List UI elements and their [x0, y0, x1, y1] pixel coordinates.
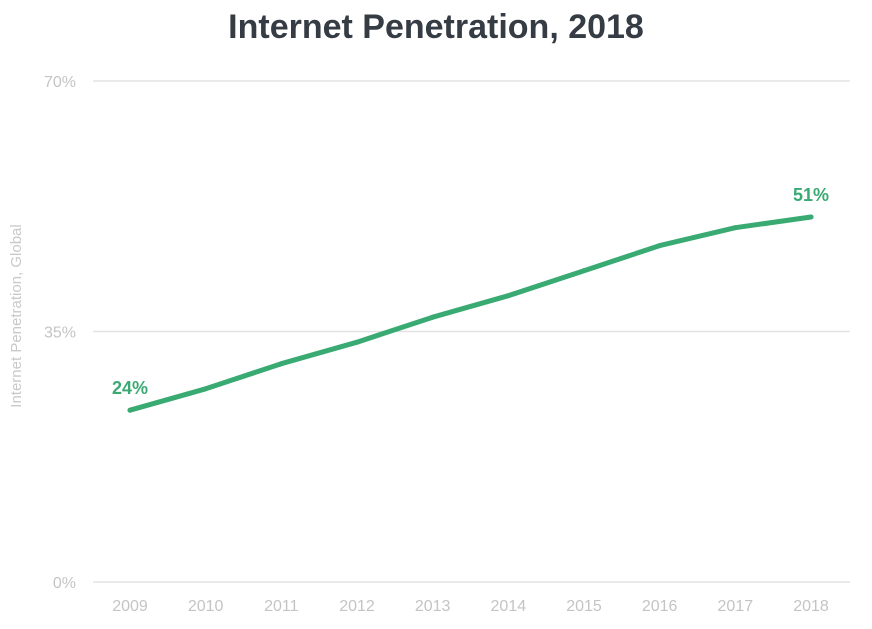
- x-tick-label: 2017: [718, 598, 754, 615]
- y-tick-label: 70%: [44, 74, 76, 91]
- data-point: [505, 293, 511, 299]
- data-point: [354, 339, 360, 345]
- x-axis-ticks: 2009 2010 2011 2012 2013 2014 2015 2016 2017 2018: [112, 598, 829, 615]
- data-label: 24%: [112, 378, 148, 398]
- y-axis-title: Internet Penetration, Global: [8, 224, 25, 407]
- data-labels: 24% 51%: [112, 185, 829, 398]
- data-point: [203, 386, 209, 392]
- y-tick-label: 0%: [53, 575, 76, 592]
- data-point: [657, 243, 663, 249]
- data-label: 51%: [793, 185, 829, 205]
- y-tick-label: 35%: [44, 325, 76, 342]
- data-point: [732, 225, 738, 231]
- series-layer: [127, 214, 814, 413]
- x-tick-label: 2014: [491, 598, 527, 615]
- x-tick-label: 2018: [793, 598, 829, 615]
- data-point: [127, 407, 133, 413]
- data-point: [278, 361, 284, 367]
- data-point: [581, 268, 587, 274]
- gridlines: [93, 80, 850, 583]
- x-tick-label: 2011: [264, 598, 299, 615]
- x-tick-label: 2015: [566, 598, 602, 615]
- x-tick-label: 2013: [415, 598, 451, 615]
- data-point: [430, 314, 436, 320]
- x-tick-label: 2012: [339, 598, 375, 615]
- data-point: [808, 214, 814, 220]
- x-tick-label: 2010: [188, 598, 224, 615]
- series-line: [127, 214, 814, 413]
- x-tick-label: 2009: [112, 598, 148, 615]
- x-tick-label: 2016: [642, 598, 678, 615]
- chart-title: Internet Penetration, 2018: [228, 8, 644, 46]
- y-axis-ticks: 0% 35% 70%: [44, 74, 76, 592]
